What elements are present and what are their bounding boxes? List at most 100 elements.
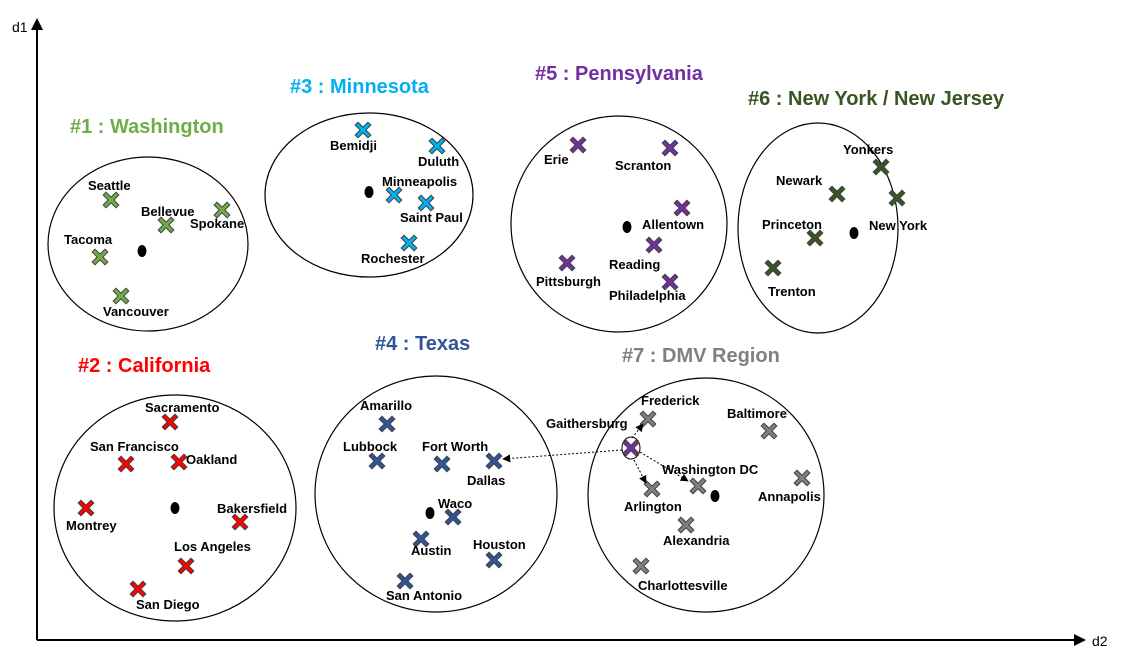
- city-label: Tacoma: [64, 232, 113, 247]
- city-marker: [643, 480, 661, 498]
- cluster-title: #4 : Texas: [375, 333, 470, 355]
- city-label: Montrey: [66, 518, 117, 533]
- city-marker: [102, 191, 120, 209]
- city-marker: [354, 121, 372, 139]
- city-marker: [806, 229, 824, 247]
- city-marker: [569, 136, 587, 154]
- city-label: Princeton: [762, 217, 822, 232]
- city-marker: [412, 530, 430, 548]
- x-axis-arrowhead: [1074, 634, 1086, 646]
- city-label: Frederick: [641, 393, 700, 408]
- cluster-centroid: [622, 221, 632, 233]
- city-label: Fort Worth: [422, 439, 488, 454]
- cluster-california: #2 : California Sacramento San Francisco Oa…: [53, 355, 297, 622]
- arrow-to-dallas: [502, 449, 623, 463]
- city-label: Baltimore: [727, 406, 787, 421]
- city-marker: [622, 439, 640, 457]
- city-label: Trenton: [768, 284, 816, 299]
- cluster-boundary: [587, 377, 825, 613]
- city-marker: [177, 557, 195, 575]
- city-marker: [558, 254, 576, 272]
- city-label: Waco: [438, 496, 472, 511]
- city-label: Arlington: [624, 499, 682, 514]
- cluster-centroid: [710, 490, 720, 502]
- city-marker: [444, 508, 462, 526]
- city-label: Reading: [609, 257, 660, 272]
- city-marker: [378, 415, 396, 433]
- city-label: Erie: [544, 152, 569, 167]
- city-marker: [400, 234, 418, 252]
- cluster-centroid: [137, 245, 147, 257]
- cluster-title: #6 : New York / New Jersey: [748, 88, 1005, 110]
- cluster-dmv: #7 : DMV Region Frederick Baltimore Washing…: [587, 345, 825, 613]
- gaithersburg-marker: [622, 439, 640, 457]
- cluster-title: #1 : Washington: [70, 116, 224, 138]
- cluster-minnesota: #3 : Minnesota Bemidji Duluth Minneapolis Sa…: [264, 76, 474, 278]
- city-marker: [793, 469, 811, 487]
- axes: d1 d2: [12, 18, 1108, 649]
- city-marker: [368, 452, 386, 470]
- cluster-title: #7 : DMV Region: [622, 345, 780, 367]
- city-marker: [117, 455, 135, 473]
- cluster-centroid: [425, 507, 435, 519]
- city-marker: [170, 453, 188, 471]
- city-marker: [433, 455, 451, 473]
- arrow-to-arlington: [633, 459, 647, 484]
- city-label: San Francisco: [90, 439, 179, 454]
- arrow-to-frederick: [631, 423, 644, 439]
- city-marker: [485, 551, 503, 569]
- city-label: Scranton: [615, 158, 671, 173]
- cluster-boundary: [47, 156, 249, 332]
- city-label: Charlottesville: [638, 578, 728, 593]
- city-marker: [161, 413, 179, 431]
- city-marker: [673, 199, 691, 217]
- city-label: Annapolis: [758, 489, 821, 504]
- city-label: Philadelphia: [609, 288, 686, 303]
- city-label: Amarillo: [360, 398, 412, 413]
- city-label: Bakersfield: [217, 501, 287, 516]
- city-marker: [632, 557, 650, 575]
- city-label: Oakland: [186, 452, 237, 467]
- city-marker: [485, 452, 503, 470]
- city-marker: [231, 513, 249, 531]
- city-label: Spokane: [190, 216, 244, 231]
- city-label: Pittsburgh: [536, 274, 601, 289]
- city-marker: [77, 499, 95, 517]
- gaithersburg-point: Gaithersburg: [546, 416, 641, 460]
- city-marker: [760, 422, 778, 440]
- cluster-centroid: [849, 227, 859, 239]
- city-label: New York: [869, 218, 928, 233]
- cluster-centroid: [170, 502, 180, 514]
- city-label: Bellevue: [141, 204, 194, 219]
- cluster-boundary: [510, 115, 728, 333]
- city-label: Alexandria: [663, 533, 730, 548]
- city-label: Sacramento: [145, 400, 219, 415]
- city-label: Austin: [411, 543, 452, 558]
- y-axis-label: d1: [12, 19, 28, 35]
- city-label: Vancouver: [103, 304, 169, 319]
- city-marker: [661, 139, 679, 157]
- city-label: Seattle: [88, 178, 131, 193]
- city-label: Houston: [473, 537, 526, 552]
- city-label: Minneapolis: [382, 174, 457, 189]
- arrow-to-washington-dc: [639, 451, 689, 482]
- city-label: Dallas: [467, 473, 505, 488]
- cluster-boundary: [314, 375, 558, 613]
- city-label: Newark: [776, 173, 823, 188]
- city-marker: [677, 516, 695, 534]
- city-marker: [396, 572, 414, 590]
- cluster-boundary: [737, 122, 899, 334]
- cluster-boundary: [53, 394, 297, 622]
- city-label: Los Angeles: [174, 539, 251, 554]
- cluster-title: #3 : Minnesota: [290, 76, 430, 98]
- cluster-boundary: [264, 112, 474, 278]
- city-marker: [888, 189, 906, 207]
- city-marker: [661, 273, 679, 291]
- city-marker: [764, 259, 782, 277]
- gaithersburg-highlight-ring: [621, 436, 641, 460]
- city-marker: [157, 216, 175, 234]
- city-marker: [112, 287, 130, 305]
